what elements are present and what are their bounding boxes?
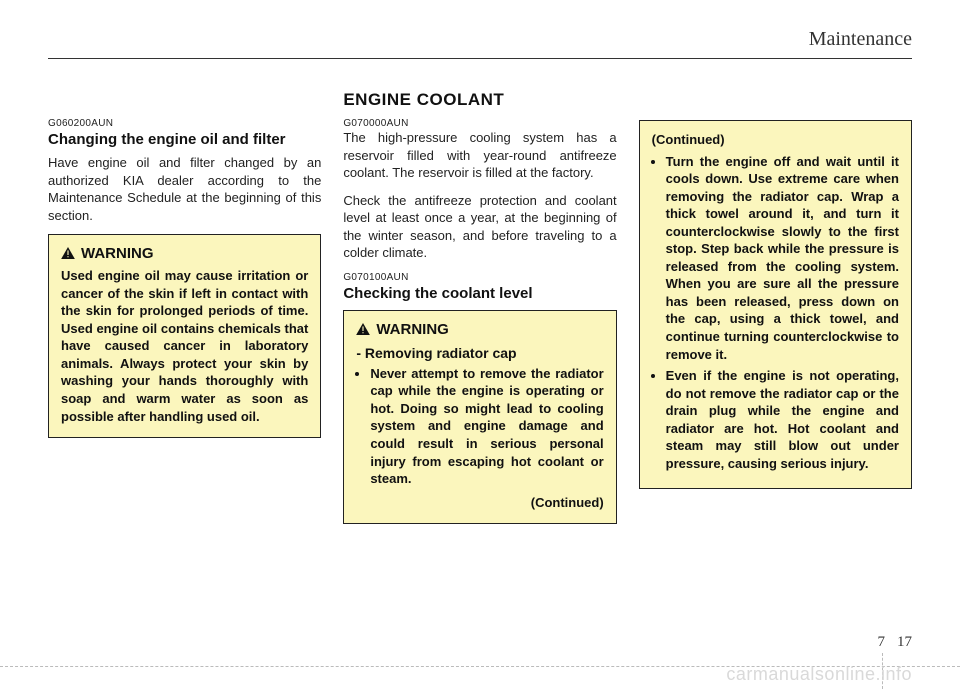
ref-code: G060200AUN (48, 118, 321, 129)
warning-icon (356, 321, 370, 339)
section-name: Maintenance (809, 28, 912, 51)
column-1: G060200AUN Changing the engine oil and f… (48, 90, 321, 524)
warning-subtitle: - Removing radiator cap (356, 345, 516, 361)
header-rule (48, 58, 912, 59)
page-number: 17 (897, 634, 912, 651)
body-text: The high-pressure cooling system has a r… (343, 129, 616, 182)
continued-label: (Continued) (356, 494, 603, 512)
continued-top: (Continued) (652, 131, 899, 149)
body-text: Have engine oil and filter changed by an… (48, 154, 321, 224)
warning-box-oil: WARNING Used engine oil may cause irrita… (48, 234, 321, 438)
watermark: carmanualsonline.info (726, 664, 912, 685)
warning-body: (Continued) Turn the engine off and wait… (652, 131, 899, 472)
warning-bullet: Never attempt to remove the radiator cap… (370, 365, 603, 488)
subheading-coolant-level: Checking the coolant level (343, 285, 616, 302)
warning-icon (61, 245, 75, 263)
subheading-oil-filter: Changing the engine oil and filter (48, 131, 321, 148)
ref-code: G070100AUN (343, 272, 616, 283)
section-title-coolant: ENGINE COOLANT (343, 90, 616, 110)
warning-label: WARNING (376, 321, 449, 338)
warning-box-radiator-cap: WARNING - Removing radiator cap Never at… (343, 310, 616, 524)
chapter-number: 7 (878, 634, 886, 651)
warning-box-continued: (Continued) Turn the engine off and wait… (639, 120, 912, 489)
page-footer: 7 17 (878, 634, 913, 651)
warning-header: WARNING (61, 245, 308, 263)
warning-body: Never attempt to remove the radiator cap… (356, 365, 603, 511)
warning-body: Used engine oil may cause irritation or … (61, 267, 308, 425)
column-2: ENGINE COOLANT G070000AUN The high-press… (343, 90, 616, 524)
ref-code: G070000AUN (343, 118, 616, 129)
warning-bullet: Turn the engine off and wait until it co… (666, 153, 899, 364)
page: Maintenance G060200AUN Changing the engi… (0, 0, 960, 689)
column-3: (Continued) Turn the engine off and wait… (639, 90, 912, 524)
body-text: Check the antifreeze protection and cool… (343, 192, 616, 262)
warning-bullet: Even if the engine is not operating, do … (666, 367, 899, 472)
content-columns: G060200AUN Changing the engine oil and f… (48, 90, 912, 524)
warning-label: WARNING (81, 245, 154, 262)
header: Maintenance (48, 28, 912, 74)
warning-header: WARNING - Removing radiator cap (356, 321, 603, 361)
